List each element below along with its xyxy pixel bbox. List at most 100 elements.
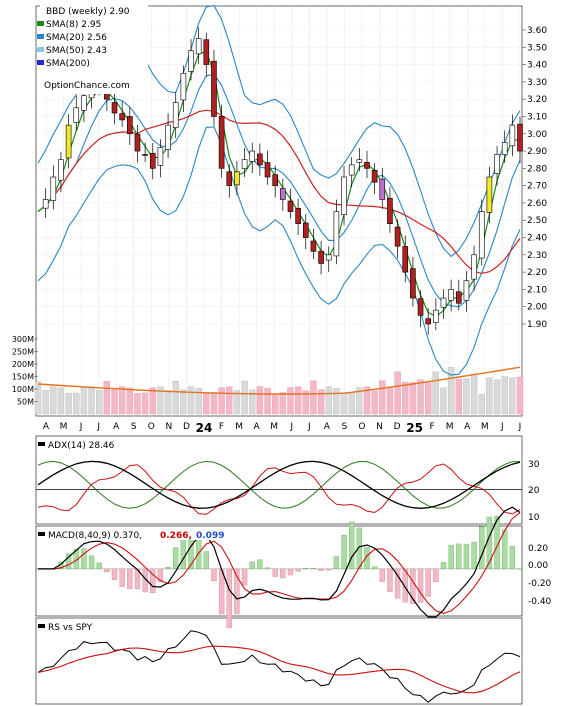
volume-bar [164, 390, 172, 415]
legend-swatch-sma200 [37, 60, 44, 65]
candle-body [364, 161, 370, 169]
volume-bar [42, 389, 49, 415]
candle-body [295, 208, 301, 224]
volume-bar [149, 387, 156, 415]
candle-body [348, 164, 355, 176]
volume-bar [172, 380, 179, 415]
candle-body [264, 162, 271, 178]
legend-swatch-sma50 [37, 47, 44, 52]
macd-line [38, 506, 521, 618]
volume-bar [271, 393, 279, 415]
x-tick-label: D [394, 422, 401, 432]
macd-swatch [38, 532, 45, 536]
macd-legend-bg [38, 528, 228, 540]
x-tick-label: A [254, 422, 261, 432]
macd-histogram-bar [387, 568, 393, 592]
volume-bar [65, 392, 72, 415]
candle-body [448, 289, 454, 301]
candle-body [50, 176, 57, 201]
macd-hist-value: 0.099 [196, 531, 224, 541]
macd-histogram-bar [241, 568, 248, 586]
volume-bar [302, 390, 309, 415]
candle-body [272, 174, 278, 186]
macd-histogram-bar [303, 568, 309, 570]
volume-bar [57, 387, 65, 415]
candle-body [509, 124, 516, 147]
rs-average-line [37, 645, 521, 694]
candle-body [494, 154, 500, 174]
legend-sma200: SMA(200) [46, 59, 90, 69]
macd-panel-frame [35, 525, 523, 617]
price-tick-label: 3.20 [527, 95, 547, 105]
macd-tick-0.20: 0.20 [528, 544, 548, 554]
x-tick-label: D [183, 422, 190, 432]
candle-body [463, 280, 470, 301]
macd-histogram-bar [456, 543, 462, 570]
candle-body [471, 254, 477, 280]
macd-histogram-bar [463, 543, 470, 570]
x-tick-label: N [376, 422, 383, 432]
sma50-line [37, 109, 521, 275]
x-tick-label: F [430, 422, 435, 432]
macd-histogram-bar [341, 535, 347, 570]
volume-bar [493, 379, 501, 415]
volume-bar [233, 390, 241, 415]
macd-histogram-bar [356, 527, 362, 570]
price-tick-label: 2.80 [527, 164, 547, 174]
volume-tick-label: 200M [12, 360, 34, 369]
candle-body [486, 176, 493, 213]
macd-histogram-bar [173, 547, 179, 570]
candle-body [280, 188, 286, 200]
candle-body [410, 268, 416, 299]
x-tick-label: A [324, 422, 331, 432]
macd-histogram-bar [502, 529, 508, 570]
volume-bar [463, 378, 470, 415]
volume-bar [256, 386, 264, 415]
macd-histogram-bar [349, 521, 355, 570]
macd-histogram-bar [440, 562, 447, 570]
price-tick-label: 2.90 [527, 147, 547, 157]
price-tick-label: 2.10 [527, 285, 547, 295]
volume-bar [386, 387, 394, 415]
volume-bar [111, 389, 118, 415]
candle-body [517, 123, 523, 152]
adx-tick-10: 10 [528, 513, 540, 523]
volume-bar [310, 380, 317, 415]
macd-histogram-bar [119, 568, 125, 587]
price-tick-label: 2.30 [527, 251, 547, 261]
legend-sma50: SMA(50) 2.43 [46, 46, 107, 56]
adx-swatch [38, 442, 45, 446]
macd-histogram-bar [494, 516, 500, 570]
candle-body [440, 297, 447, 308]
candle-body [73, 107, 80, 123]
volume-bar [394, 371, 401, 415]
candle-body [134, 133, 141, 152]
candle-body [302, 222, 309, 238]
x-tick-label: M [60, 422, 68, 432]
price-tick-label: 1.90 [527, 320, 547, 330]
candle-body [58, 159, 64, 181]
x-tick-label: M [235, 422, 243, 432]
volume-tick-label: 100M [12, 385, 34, 394]
macd-histogram-bar [73, 549, 79, 570]
macd-histogram-bar [448, 545, 454, 570]
candles [42, 27, 523, 335]
candle-body [287, 200, 294, 212]
x-tick-label: M [481, 422, 489, 432]
macd-histogram-bar [479, 526, 485, 570]
price-tick-label: 2.60 [527, 199, 547, 209]
volume-tick-label: 150M [12, 373, 34, 382]
volume-bar [371, 390, 378, 415]
macd-histogram-bar [104, 568, 110, 573]
macd-signal-value: 0.266, [160, 531, 192, 541]
volume-bar [287, 387, 294, 415]
macd-histogram-bar [257, 559, 263, 570]
price-tick-label: 3.40 [527, 61, 547, 71]
volume-bar [34, 381, 42, 415]
volume-bar [294, 386, 302, 415]
macd-histogram-bar [88, 555, 95, 570]
candle-body [394, 226, 401, 247]
candle-body [249, 150, 256, 162]
candle-body [65, 124, 72, 159]
